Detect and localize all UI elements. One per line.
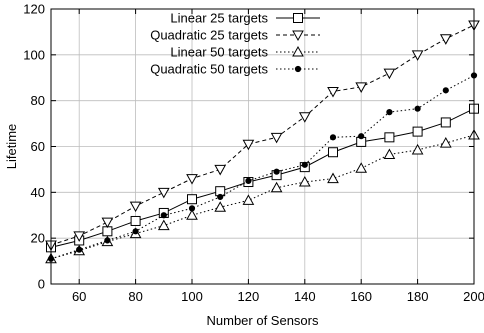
data-point	[383, 148, 396, 160]
data-point	[383, 68, 396, 80]
data-point	[217, 193, 224, 201]
legend-label: Linear 25 targets	[170, 11, 268, 26]
x-axis-label: Number of Sensors	[207, 313, 319, 328]
data-point	[187, 194, 197, 205]
series-1	[45, 20, 480, 252]
series-0	[46, 103, 479, 253]
legend-marker	[294, 65, 302, 73]
data-series	[45, 20, 480, 264]
data-point	[440, 117, 451, 128]
data-point	[270, 181, 283, 193]
data-point	[358, 133, 365, 140]
data-point	[412, 126, 423, 137]
series-line	[50, 24, 475, 246]
data-point	[273, 168, 280, 175]
data-point	[130, 215, 141, 226]
data-point	[132, 228, 139, 235]
legend-entry: Linear 25 targets	[170, 11, 320, 26]
data-point	[186, 209, 198, 220]
y-tick-label: 20	[31, 231, 45, 246]
data-point	[327, 87, 339, 98]
data-point	[104, 237, 111, 244]
legend-label: Quadratic 50 targets	[150, 62, 268, 77]
series-2	[45, 129, 480, 264]
data-point	[160, 212, 167, 219]
x-tick-label: 80	[128, 289, 142, 304]
data-point	[414, 105, 421, 112]
legend-marker	[293, 13, 303, 23]
y-tick-label: 0	[38, 277, 45, 292]
data-point	[411, 50, 424, 61]
x-tick-label: 200	[463, 289, 484, 304]
legend-entry: Quadratic 25 targets	[150, 28, 320, 43]
data-point	[188, 205, 196, 212]
y-tick-label: 100	[23, 47, 45, 62]
data-point	[355, 162, 368, 173]
x-tick-label: 180	[407, 289, 429, 304]
data-point	[384, 132, 395, 143]
data-point	[328, 147, 338, 158]
data-point	[327, 172, 339, 184]
series-line	[50, 134, 475, 260]
data-point	[242, 194, 255, 205]
y-tick-label: 80	[31, 93, 45, 108]
data-point	[186, 174, 198, 185]
x-tick-label: 120	[238, 289, 260, 304]
x-tick-label: 100	[181, 289, 203, 304]
data-point	[101, 217, 114, 229]
data-point	[355, 82, 368, 93]
data-point	[298, 175, 311, 187]
data-point	[386, 109, 393, 116]
y-tick-label: 120	[23, 2, 45, 17]
y-tick-label: 60	[31, 139, 45, 154]
axis-ticks: 60 80 100 120 140 160 180 200 0 20 40 60 80 100 120	[23, 2, 484, 305]
data-point	[214, 164, 227, 176]
data-point	[242, 139, 255, 151]
x-tick-label: 160	[350, 289, 372, 304]
x-tick-label: 60	[72, 289, 86, 304]
plot-frame	[50, 8, 475, 285]
data-point	[411, 143, 424, 155]
data-point	[439, 137, 452, 148]
data-point	[245, 177, 252, 184]
data-point	[157, 187, 170, 199]
data-point	[157, 219, 170, 231]
data-point	[301, 161, 308, 168]
data-point	[76, 246, 83, 253]
series-line	[50, 75, 475, 260]
y-axis-label: Lifetime	[4, 124, 19, 170]
series-line	[50, 108, 475, 248]
data-point	[442, 87, 449, 94]
series-3	[47, 72, 478, 262]
y-tick-label: 40	[31, 185, 45, 200]
data-point	[298, 112, 311, 123]
data-point	[214, 201, 227, 212]
data-point	[439, 34, 452, 45]
legend-entry: Quadratic 50 targets	[150, 62, 320, 77]
legend-marker	[292, 45, 304, 57]
legend-label: Quadratic 25 targets	[150, 28, 268, 43]
legend: Linear 25 targets Quadratic 25 targets Lin…	[150, 11, 320, 77]
data-point	[73, 231, 86, 242]
legend-entry: Linear 50 targets	[170, 45, 320, 60]
legend-label: Linear 50 targets	[170, 45, 268, 60]
data-point	[129, 201, 142, 213]
data-point	[329, 134, 337, 141]
legend-marker	[292, 30, 304, 42]
data-point	[270, 132, 283, 144]
x-tick-label: 140	[294, 289, 316, 304]
